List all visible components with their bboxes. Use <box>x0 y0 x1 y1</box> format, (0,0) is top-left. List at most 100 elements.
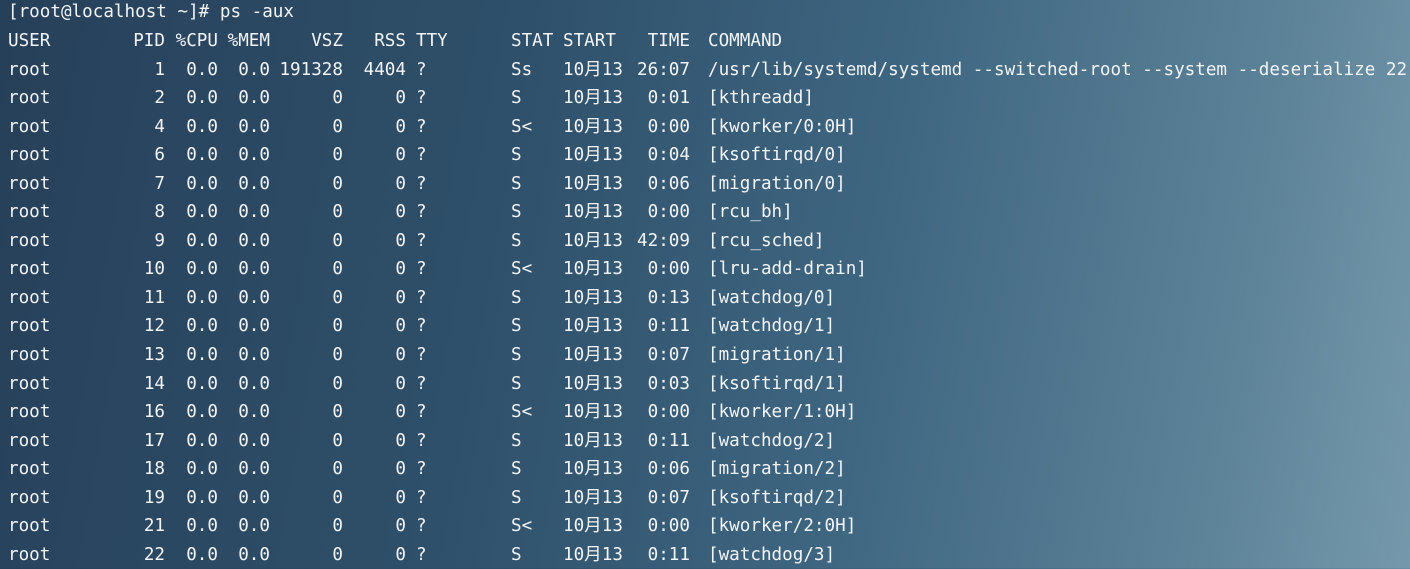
cell-cpu: 0.0 <box>186 316 218 337</box>
cell-tty: ? <box>416 116 427 137</box>
cell-cpu: 0.0 <box>186 487 218 508</box>
cell-rss: 0 <box>395 259 406 280</box>
cell-stat: S <box>511 145 522 166</box>
cell-stat: S <box>511 202 522 223</box>
cell-rss: 0 <box>395 430 406 451</box>
cell-tty: ? <box>416 544 427 565</box>
cell-pid: 10 <box>143 259 165 280</box>
cell-mem: 0.0 <box>238 59 270 80</box>
cell-cmd: [kworker/0:0H] <box>708 116 857 137</box>
cell-stat: S< <box>511 116 533 137</box>
cell-mem: 0.0 <box>238 345 270 365</box>
header-vsz: VSZ <box>311 31 343 51</box>
process-row: root 4 0.0 0.0 0 0? S< 10月13 0:00 [kworker/0:0H] <box>0 113 1410 141</box>
cell-start: 10月13 <box>563 316 623 337</box>
cell-cmd: /usr/lib/systemd/systemd --switched-root… <box>708 59 1408 80</box>
cell-stat: S <box>511 287 522 308</box>
process-row: root 18 0.0 0.0 0 0? S 10月13 0:06 [migration/2] <box>0 455 1410 483</box>
process-row: root 7 0.0 0.0 0 0? S 10月13 0:06 [migration/0] <box>0 170 1410 198</box>
cell-rss: 0 <box>395 287 406 308</box>
cell-pid: 8 <box>154 202 165 223</box>
cell-time: 0:03 <box>647 373 690 394</box>
cell-start: 10月13 <box>563 430 623 451</box>
cell-cmd: [ksoftirqd/2] <box>708 487 846 508</box>
cell-tty: ? <box>416 345 427 365</box>
cell-pid: 18 <box>143 459 165 480</box>
cell-time: 0:00 <box>647 202 690 223</box>
process-row: root 17 0.0 0.0 0 0? S 10月13 0:11 [watchdog/2] <box>0 427 1410 455</box>
cell-time: 42:09 <box>637 230 690 251</box>
cell-cmd: [kworker/2:0H] <box>708 516 857 537</box>
cell-cmd: [rcu_sched] <box>708 230 825 251</box>
cell-cpu: 0.0 <box>186 373 218 394</box>
cell-vsz: 0 <box>332 287 343 308</box>
process-row: root 19 0.0 0.0 0 0? S 10月13 0:07 [ksoftirqd/2] <box>0 484 1410 512</box>
cell-mem: 0.0 <box>238 259 270 280</box>
cell-pid: 11 <box>143 287 165 308</box>
cell-mem: 0.0 <box>238 173 270 194</box>
cell-stat: S <box>511 373 522 394</box>
cell-stat: S <box>511 430 522 451</box>
cell-vsz: 0 <box>332 487 343 508</box>
process-row: root 10 0.0 0.0 0 0? S< 10月13 0:00 [lru-add-drain… <box>0 255 1410 283</box>
process-row: root 16 0.0 0.0 0 0? S< 10月13 0:00 [kworker/1:0H] <box>0 398 1410 426</box>
process-row: root 14 0.0 0.0 0 0? S 10月13 0:03 [ksoftirqd/1] <box>0 370 1410 398</box>
cell-cpu: 0.0 <box>186 402 218 423</box>
cell-rss: 0 <box>395 345 406 365</box>
cell-cpu: 0.0 <box>186 345 218 365</box>
cell-stat: Ss <box>511 59 533 80</box>
header-stat: STAT <box>511 31 554 51</box>
cell-start: 10月13 <box>563 544 623 565</box>
cell-time: 0:07 <box>647 345 690 365</box>
cell-user: root <box>8 487 51 508</box>
process-row: root 1 0.0 0.0 191328 4404? Ss 10月13 26:07/usr/l… <box>0 56 1410 84</box>
cell-time: 26:07 <box>637 59 690 80</box>
cell-start: 10月13 <box>563 287 623 308</box>
cell-start: 10月13 <box>563 173 623 194</box>
process-row: root 2 0.0 0.0 0 0? S 10月13 0:01 [kthreadd] <box>0 84 1410 112</box>
cell-start: 10月13 <box>563 88 623 109</box>
cell-pid: 17 <box>143 430 165 451</box>
cell-rss: 0 <box>395 373 406 394</box>
cell-cpu: 0.0 <box>186 59 218 80</box>
cell-start: 10月13 <box>563 59 623 80</box>
cell-time: 0:11 <box>647 544 690 565</box>
cell-cmd: [ksoftirqd/0] <box>708 145 846 166</box>
cell-pid: 2 <box>154 88 165 109</box>
cell-tty: ? <box>416 202 427 223</box>
cell-time: 0:00 <box>647 116 690 137</box>
cell-tty: ? <box>416 88 427 109</box>
cell-pid: 21 <box>143 516 165 537</box>
cell-pid: 9 <box>154 230 165 251</box>
cell-time: 0:11 <box>647 316 690 337</box>
cell-cpu: 0.0 <box>186 430 218 451</box>
cell-cmd: [lru-add-drain] <box>708 259 867 280</box>
process-row: root 13 0.0 0.0 0 0? S 10月13 0:07 [migration/1] <box>0 341 1410 369</box>
cell-vsz: 0 <box>332 459 343 480</box>
cell-rss: 0 <box>395 88 406 109</box>
cell-mem: 0.0 <box>238 459 270 480</box>
header-start: START <box>563 31 616 51</box>
cell-mem: 0.0 <box>238 145 270 166</box>
cell-rss: 0 <box>395 516 406 537</box>
cell-user: root <box>8 316 51 337</box>
cell-cpu: 0.0 <box>186 230 218 251</box>
cell-vsz: 0 <box>332 516 343 537</box>
header-cmd: COMMAND <box>708 31 783 51</box>
process-row: root 22 0.0 0.0 0 0? S 10月13 0:11 [watchdog/3] <box>0 541 1410 569</box>
cell-cmd: [migration/1] <box>708 345 846 365</box>
cell-user: root <box>8 516 51 537</box>
cell-rss: 0 <box>395 402 406 423</box>
cell-tty: ? <box>416 430 427 451</box>
cell-tty: ? <box>416 173 427 194</box>
cell-cpu: 0.0 <box>186 173 218 194</box>
command-prompt: [root@localhost ~]# ps -aux <box>0 0 1410 26</box>
cell-mem: 0.0 <box>238 402 270 423</box>
cell-pid: 4 <box>154 116 165 137</box>
cell-vsz: 0 <box>332 173 343 194</box>
cell-stat: S <box>511 544 522 565</box>
cell-stat: S< <box>511 516 533 537</box>
cell-cpu: 0.0 <box>186 287 218 308</box>
cell-cmd: [rcu_bh] <box>708 202 793 223</box>
cell-mem: 0.0 <box>238 230 270 251</box>
